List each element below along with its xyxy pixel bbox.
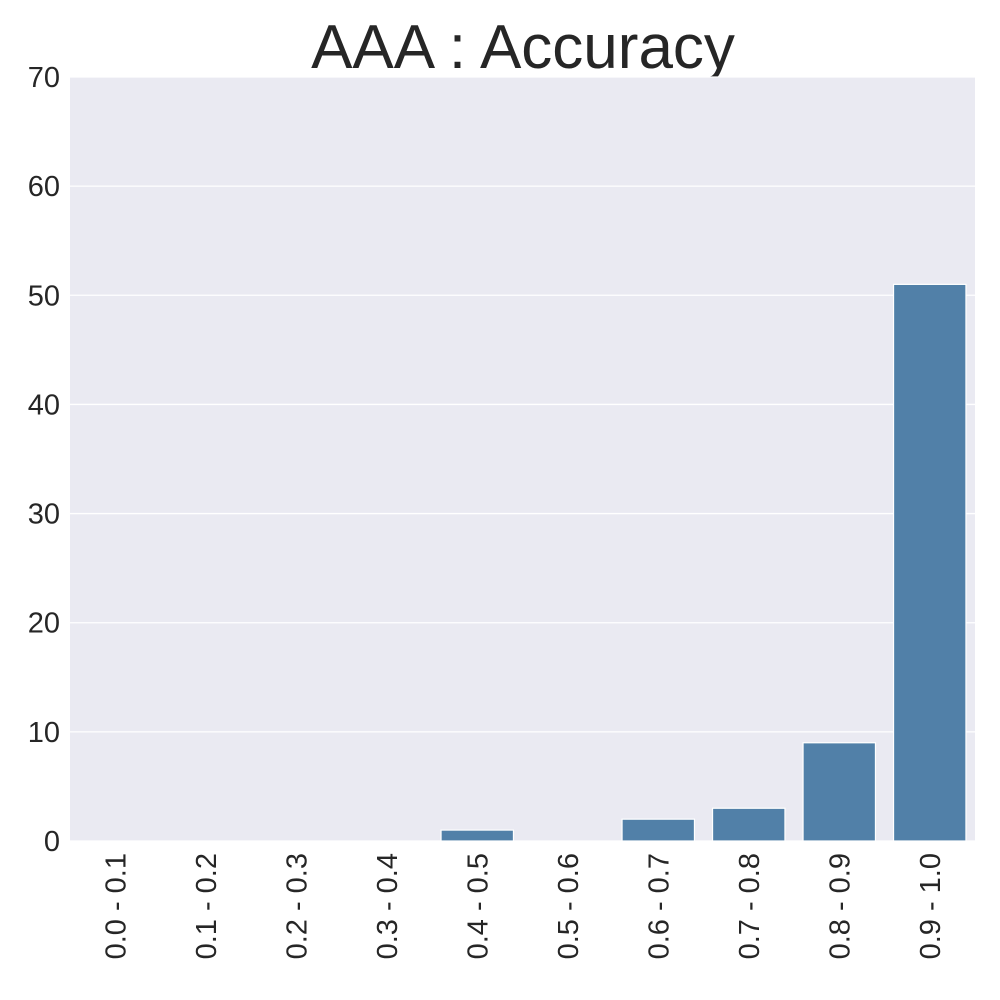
x-tick-label: 0.4 - 0.5 [462, 853, 494, 959]
x-tick-label: 0.9 - 1.0 [915, 853, 947, 959]
bar [440, 829, 515, 842]
bars [440, 283, 967, 842]
y-tick-label: 30 [28, 499, 60, 531]
x-axis-ticks: 0.0 - 0.1 0.1 - 0.2 0.2 - 0.3 0.3 - 0.4 0.4 … [100, 853, 947, 959]
y-tick-label: 0 [44, 826, 60, 858]
y-tick-label: 20 [28, 608, 60, 640]
plot-area [70, 77, 975, 841]
y-tick-label: 70 [28, 62, 60, 94]
x-tick-label: 0.6 - 0.7 [643, 853, 675, 959]
y-tick-label: 50 [28, 280, 60, 312]
x-tick-label: 0.2 - 0.3 [281, 853, 313, 959]
bar [802, 742, 877, 842]
bar [892, 283, 967, 842]
x-tick-label: 0.7 - 0.8 [734, 853, 766, 959]
x-tick-label: 0.3 - 0.4 [372, 853, 404, 959]
y-axis-ticks: 0 10 20 30 40 50 60 70 [28, 62, 60, 858]
x-tick-label: 0.0 - 0.1 [100, 853, 132, 959]
bar [621, 818, 696, 842]
grid-lines [70, 76, 975, 842]
y-tick-label: 10 [28, 717, 60, 749]
y-tick-label: 60 [28, 171, 60, 203]
x-tick-label: 0.5 - 0.6 [553, 853, 585, 959]
x-tick-label: 0.1 - 0.2 [191, 853, 223, 959]
bar [711, 807, 786, 842]
x-tick-label: 0.8 - 0.9 [824, 853, 856, 959]
chart-title: AAA : Accuracy [311, 13, 735, 82]
y-tick-label: 40 [28, 389, 60, 421]
